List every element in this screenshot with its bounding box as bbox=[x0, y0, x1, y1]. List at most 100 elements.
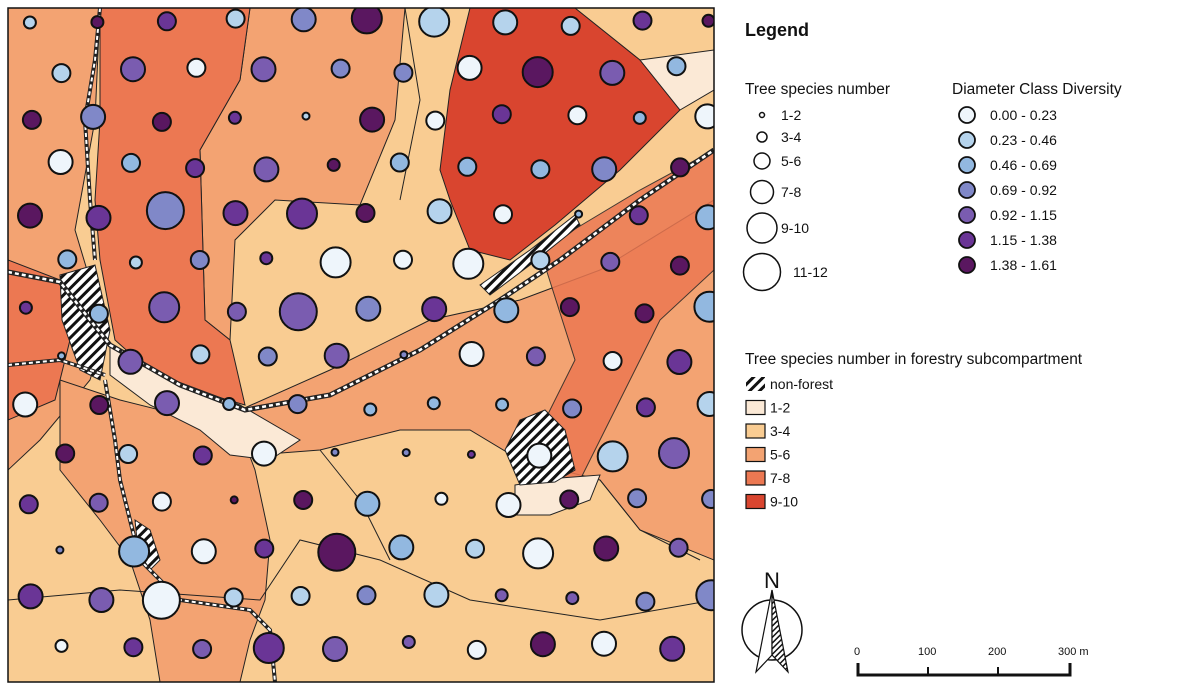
sample-plot bbox=[148, 291, 181, 324]
size-legend-title: Tree species number bbox=[745, 81, 890, 98]
sample-plot bbox=[602, 351, 623, 371]
sample-plot bbox=[559, 297, 580, 318]
sample-plot bbox=[596, 440, 629, 473]
sample-plot bbox=[425, 110, 446, 131]
sample-plot bbox=[434, 491, 449, 506]
sample-plot bbox=[354, 490, 381, 517]
size-label-2: 3-4 bbox=[781, 129, 801, 145]
sample-plot bbox=[530, 250, 551, 271]
sample-plot bbox=[222, 397, 237, 411]
sample-plot bbox=[401, 448, 411, 458]
sample-plot bbox=[90, 15, 105, 30]
sample-plot bbox=[290, 8, 317, 33]
sample-plot bbox=[559, 489, 580, 510]
sample-plot bbox=[452, 247, 485, 280]
sample-plot bbox=[593, 535, 620, 562]
sample-plot bbox=[635, 397, 656, 418]
color-class-swatch-4 bbox=[958, 181, 976, 199]
sample-plot bbox=[659, 635, 686, 662]
sample-plot bbox=[85, 204, 112, 231]
sample-plot bbox=[628, 205, 649, 226]
sample-plot bbox=[80, 103, 107, 130]
sample-plot bbox=[57, 351, 66, 361]
sample-plot bbox=[88, 303, 109, 324]
sample-plot bbox=[426, 198, 453, 225]
sample-plot bbox=[55, 443, 76, 464]
sample-plot bbox=[627, 488, 648, 509]
area-class-swatch-5 bbox=[745, 470, 766, 486]
sample-plot bbox=[456, 54, 483, 81]
north-arrow: N bbox=[741, 568, 803, 674]
sample-plot bbox=[355, 295, 382, 322]
sample-plot bbox=[495, 492, 522, 518]
sample-plot bbox=[693, 290, 714, 323]
sample-plot bbox=[529, 631, 556, 658]
size-symbol-2 bbox=[756, 131, 768, 143]
sample-plot bbox=[120, 56, 146, 83]
zone-1-2-ne bbox=[639, 49, 714, 111]
sample-plot bbox=[151, 491, 172, 512]
area-class-label-5: 7-8 bbox=[770, 470, 790, 486]
sample-plot bbox=[317, 532, 357, 572]
sample-plot bbox=[257, 346, 278, 367]
sample-plot bbox=[190, 344, 211, 365]
sample-plot bbox=[286, 197, 318, 230]
north-label: N bbox=[764, 568, 780, 593]
sample-plot bbox=[458, 341, 485, 367]
sample-plot bbox=[670, 157, 691, 178]
sample-plot bbox=[186, 57, 207, 78]
sample-plot bbox=[226, 301, 247, 322]
sample-plot bbox=[123, 637, 144, 658]
sample-plot bbox=[399, 350, 409, 360]
legend-title: Legend bbox=[745, 20, 809, 40]
sample-plot bbox=[222, 200, 249, 227]
sample-plot bbox=[457, 156, 478, 177]
color-class-label-3: 0.46 - 0.69 bbox=[990, 157, 1057, 173]
sample-plot bbox=[118, 444, 139, 464]
sample-plot bbox=[192, 445, 213, 466]
sample-plot bbox=[695, 579, 714, 612]
map-panel bbox=[7, 7, 715, 683]
sample-plot bbox=[591, 630, 617, 657]
sample-plot bbox=[635, 591, 656, 612]
sample-plot bbox=[495, 397, 510, 412]
sample-plot bbox=[145, 191, 185, 231]
area-class-swatch-4 bbox=[745, 446, 766, 463]
sample-plot bbox=[466, 449, 476, 459]
area-class-swatch-3 bbox=[745, 423, 766, 439]
sample-plot bbox=[21, 109, 42, 130]
size-label-4: 7-8 bbox=[781, 184, 801, 200]
color-class-swatch-2 bbox=[958, 131, 976, 149]
sample-plot bbox=[259, 251, 274, 266]
sample-plot bbox=[421, 296, 448, 323]
sample-plot bbox=[185, 158, 206, 179]
sample-plot bbox=[359, 106, 386, 133]
color-class-swatch-6 bbox=[958, 231, 976, 249]
sample-plot bbox=[666, 56, 687, 77]
road-main-inner bbox=[8, 148, 714, 412]
color-class-swatch-3 bbox=[958, 156, 976, 174]
color-class-label-2: 0.23 - 0.46 bbox=[990, 132, 1057, 148]
sample-plot bbox=[565, 591, 580, 606]
sample-plot bbox=[17, 583, 44, 610]
zone-7-8-left bbox=[8, 259, 71, 421]
road-south-inner bbox=[104, 379, 276, 682]
sample-plot bbox=[701, 489, 714, 509]
sample-plot bbox=[493, 297, 520, 324]
sample-plot bbox=[330, 58, 351, 79]
sample-plot bbox=[560, 15, 581, 36]
sample-plot bbox=[47, 149, 74, 175]
sample-plot bbox=[668, 537, 689, 558]
area-class-label-6: 9-10 bbox=[770, 494, 798, 510]
scale-label-200: 200 bbox=[988, 646, 1006, 658]
sample-plot bbox=[253, 156, 280, 183]
sample-plot bbox=[141, 580, 181, 620]
scale-label-300: 300 m bbox=[1058, 646, 1089, 658]
sample-plot bbox=[423, 581, 450, 608]
sample-plot bbox=[393, 249, 413, 270]
area-class-swatch-2 bbox=[745, 399, 766, 416]
sample-plot bbox=[591, 156, 618, 183]
size-label-3: 5-6 bbox=[781, 153, 801, 169]
size-symbol-1 bbox=[758, 111, 766, 119]
